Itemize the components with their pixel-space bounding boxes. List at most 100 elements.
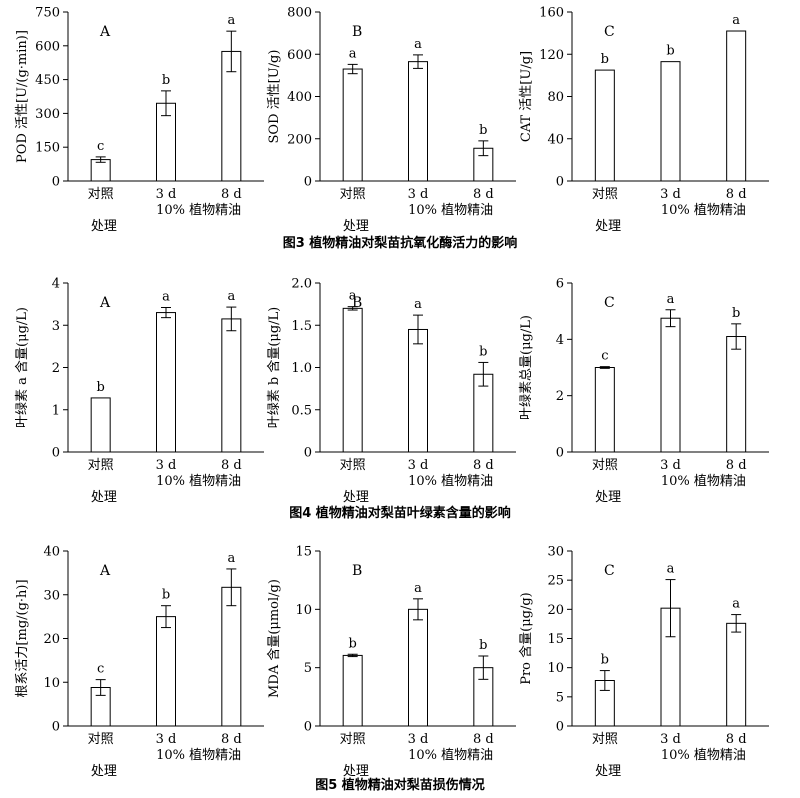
significance-letter: a: [667, 292, 675, 307]
chart-5-C: 0 5 10 15 20 25 30 Pro 含量(μg/g) Cb 对照 a 3 d a 8 d10% …: [518, 545, 769, 779]
bar: [342, 68, 363, 182]
category-label: 8 d: [726, 187, 747, 202]
bar: [594, 367, 615, 453]
chart-4-A: 0 1 2 3 4 叶绿素 a 含量(μg/L) Ab 对照 a 3 d a 8 d10% 植物精油处…: [14, 277, 264, 505]
category-label: 3 d: [156, 732, 177, 747]
significance-letter: b: [666, 44, 674, 59]
treatment-label: 10% 植物精油: [661, 203, 746, 218]
significance-letter: b: [479, 123, 487, 138]
y-tick-label: 1.5: [291, 319, 312, 334]
significance-letter: a: [667, 562, 675, 577]
category-label: 8 d: [473, 187, 494, 202]
y-axis-label: 根系活力[mg/(g·h)]: [15, 579, 30, 697]
y-tick-label: 6: [556, 277, 564, 292]
y-tick-label: 2: [556, 389, 564, 404]
treatment-label: 10% 植物精油: [408, 474, 493, 489]
category-label: 8 d: [726, 458, 747, 473]
bar: [90, 159, 111, 182]
bar: [221, 586, 242, 727]
y-tick-label: 5: [556, 690, 564, 705]
significance-letter: a: [349, 46, 357, 61]
y-tick-label: 0: [304, 720, 312, 735]
panel-label: A: [99, 563, 111, 579]
category-label: 对照: [592, 732, 618, 747]
y-axis-label: CAT 活性[U/g]: [519, 51, 534, 142]
treatment-label: 10% 植物精油: [408, 748, 493, 763]
category-label: 3 d: [156, 187, 177, 202]
treatment-label: 10% 植物精油: [156, 474, 241, 489]
category-label: 3 d: [408, 458, 429, 473]
y-tick-label: 40: [43, 545, 60, 560]
y-tick-label: 0: [52, 446, 60, 461]
y-axis-label: 叶绿素总量(μg/L): [519, 315, 534, 420]
x-axis-label: 处理: [343, 490, 369, 505]
significance-letter: a: [227, 551, 235, 566]
chart-5-B: 0 5 10 15 MDA 含量(μmol/g) Bb 对照 a 3 d b 8 d10% 植物精油…: [266, 545, 516, 779]
y-tick-label: 5: [304, 661, 312, 676]
bar: [726, 622, 747, 727]
bar: [221, 318, 242, 453]
significance-letter: a: [414, 581, 422, 596]
category-label: 对照: [592, 187, 618, 202]
y-tick-label: 400: [287, 90, 312, 105]
x-axis-label: 处理: [595, 490, 621, 505]
category-label: 3 d: [408, 732, 429, 747]
significance-letter: b: [162, 73, 170, 88]
bar: [660, 317, 681, 453]
y-tick-label: 0: [556, 720, 564, 735]
x-axis-label: 处理: [595, 764, 621, 779]
y-tick-label: 150: [35, 141, 60, 156]
category-label: 对照: [88, 732, 114, 747]
treatment-label: 10% 植物精油: [156, 748, 241, 763]
chart-3-A: 0 150 300 450 600 750 POD 活性[U/(g·min)] Ac 对照 b 3 …: [15, 6, 264, 234]
significance-letter: c: [97, 662, 104, 677]
significance-letter: b: [479, 638, 487, 653]
x-axis-label: 处理: [343, 764, 369, 779]
category-label: 8 d: [221, 187, 242, 202]
y-axis-label: 叶绿素 a 含量(μg/L): [14, 307, 30, 428]
significance-letter: a: [414, 297, 422, 312]
y-tick-label: 160: [539, 6, 564, 21]
chart-4-B: 0 0.5 1.0 1.5 2.0 叶绿素 b 含量(μg/L) Ba 对照 a 3 d b 8 d1…: [266, 277, 516, 505]
category-label: 对照: [592, 458, 618, 473]
significance-letter: b: [162, 588, 170, 603]
y-tick-label: 0: [304, 446, 312, 461]
significance-letter: c: [601, 349, 608, 364]
category-label: 对照: [340, 732, 366, 747]
category-label: 对照: [340, 458, 366, 473]
y-tick-label: 0: [556, 175, 564, 190]
bar: [342, 307, 363, 453]
y-tick-label: 750: [35, 6, 60, 21]
bar: [156, 616, 176, 727]
y-tick-label: 0: [52, 175, 60, 190]
x-axis-label: 处理: [91, 490, 117, 505]
chart-5-A: 0 10 20 30 40 根系活力[mg/(g·h)] Ac 对照 b 3 d a 8 d10% 植…: [15, 545, 264, 779]
y-tick-label: 15: [547, 632, 564, 647]
figure-caption: 图3 植物精油对梨苗抗氧化酶活力的影响: [283, 235, 518, 251]
y-tick-label: 450: [35, 73, 60, 88]
bar: [408, 61, 428, 182]
treatment-label: 10% 植物精油: [408, 203, 493, 218]
y-tick-label: 2.0: [291, 277, 312, 292]
category-label: 3 d: [660, 732, 681, 747]
y-tick-label: 15: [295, 545, 312, 560]
bar: [594, 69, 615, 182]
panel-label: C: [604, 295, 615, 311]
significance-letter: b: [601, 52, 609, 67]
y-tick-label: 600: [35, 39, 60, 54]
chart-3-C: 0 40 80 120 160 CAT 活性[U/g] Cb 对照 b 3 d a 8 d10% 植物…: [519, 6, 769, 234]
y-tick-label: 30: [43, 588, 60, 603]
y-tick-label: 20: [43, 632, 60, 647]
y-tick-label: 0: [52, 720, 60, 735]
y-tick-label: 2: [52, 361, 60, 376]
x-axis-label: 处理: [343, 219, 369, 234]
category-label: 8 d: [726, 732, 747, 747]
x-axis-label: 处理: [595, 219, 621, 234]
significance-letter: c: [97, 139, 104, 154]
figure-caption: 图4 植物精油对梨苗叶绿素含量的影响: [289, 505, 511, 521]
significance-letter: a: [227, 289, 235, 304]
panel-label: C: [604, 24, 615, 40]
y-axis-label: 叶绿素 b 含量(μg/L): [266, 307, 282, 429]
